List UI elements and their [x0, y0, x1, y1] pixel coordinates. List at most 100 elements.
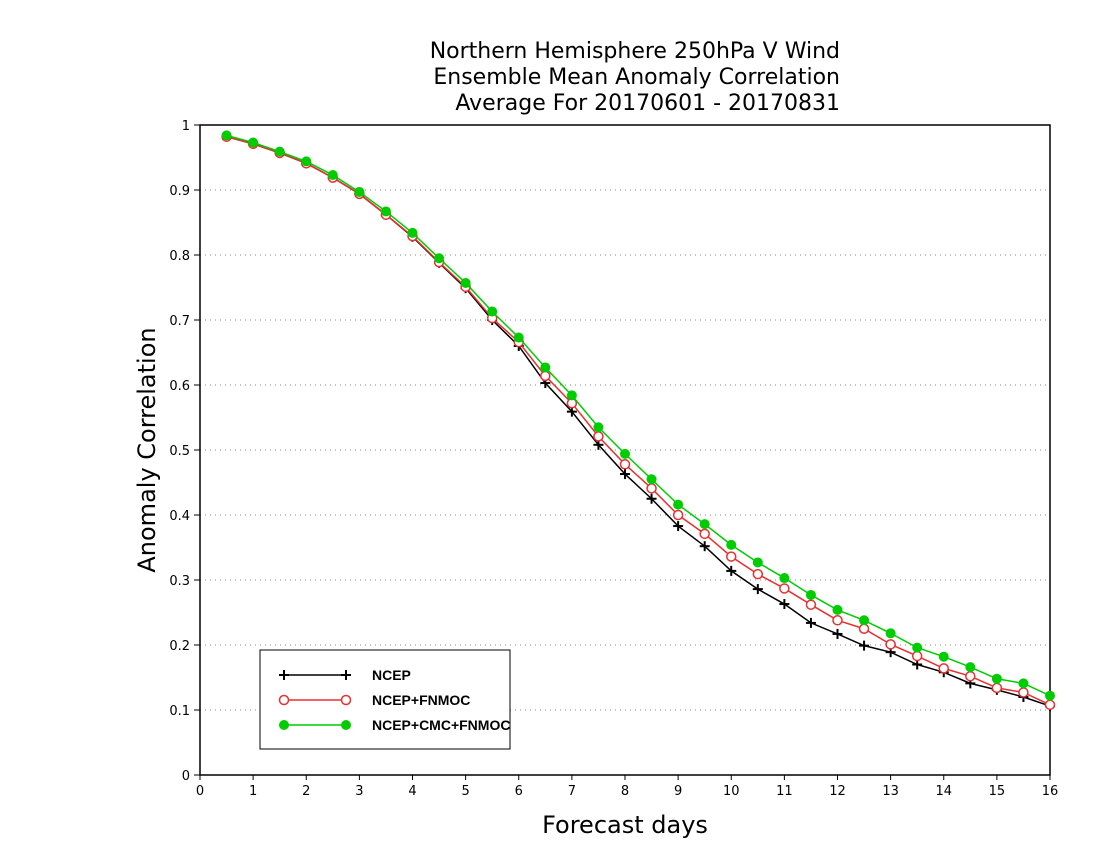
data-point: [460, 277, 471, 288]
x-tick-label: 7: [568, 784, 576, 799]
data-point: [620, 469, 630, 480]
data-point: [619, 459, 631, 470]
data-point: [779, 583, 790, 594]
data-point: [566, 390, 577, 401]
y-tick-label: 0.2: [169, 639, 190, 654]
y-tick-label: 0.3: [169, 574, 190, 589]
data-point: [779, 599, 790, 610]
data-point: [1018, 687, 1029, 698]
data-point: [327, 170, 338, 181]
x-tick-label: 6: [515, 784, 523, 799]
legend-label: NCEP+FNMOC: [372, 692, 470, 708]
x-tick-label: 14: [935, 784, 952, 799]
data-point: [991, 673, 1002, 684]
series-ncep-fnmoc: [221, 131, 1056, 711]
data-point: [859, 615, 870, 626]
y-tick-label: 0.4: [169, 509, 190, 524]
x-tick-label: 10: [723, 784, 740, 799]
data-point: [646, 474, 657, 485]
y-tick-label: 0.1: [169, 704, 190, 719]
y-tick-label: 1: [182, 119, 190, 134]
data-point: [965, 662, 976, 673]
data-point: [752, 584, 763, 595]
data-point: [726, 565, 737, 576]
data-point: [832, 628, 843, 639]
data-point: [407, 227, 418, 238]
data-point: [1018, 678, 1029, 689]
data-point: [248, 137, 259, 148]
y-tick-label: 0.8: [169, 249, 190, 264]
data-point: [380, 206, 391, 217]
legend-entry: NCEP+CMC+FNMOC: [279, 717, 510, 733]
x-tick-label: 11: [776, 784, 793, 799]
data-point: [646, 493, 657, 504]
series-line: [226, 134, 1051, 697]
title-line-2: Ensemble Mean Anomaly Correlation: [433, 65, 840, 90]
data-point: [991, 682, 1003, 694]
y-axis-title: Anomaly Correlation: [133, 327, 161, 572]
data-point: [858, 623, 870, 634]
legend-label: NCEP+CMC+FNMOC: [372, 717, 510, 733]
legend: NCEP NCEP+FNMOC NCEP+CMC+FNMOC: [259, 649, 511, 750]
legend-entry: NCEP+FNMOC: [278, 692, 470, 708]
data-point: [593, 431, 604, 442]
x-tick-label: 3: [355, 784, 363, 799]
data-point: [540, 362, 551, 373]
data-point: [513, 332, 524, 343]
data-point: [1044, 699, 1056, 711]
data-point: [911, 650, 923, 662]
data-point: [646, 483, 657, 494]
y-tick-label: 0: [182, 769, 190, 784]
legend-marker: [340, 694, 352, 706]
data-point: [779, 573, 790, 584]
y-tick-label: 0.5: [169, 444, 190, 459]
data-point: [620, 448, 630, 459]
data-point: [832, 604, 843, 615]
x-tick-label: 5: [461, 784, 469, 799]
legend-marker: [341, 720, 351, 730]
data-point: [938, 663, 949, 674]
data-point: [434, 253, 445, 264]
data-point: [859, 640, 870, 651]
chart-title: Northern Hemisphere 250hPa V Wind Ensemb…: [430, 39, 840, 116]
data-point: [699, 541, 710, 552]
data-point: [301, 156, 312, 167]
data-point: [699, 519, 710, 530]
data-point: [885, 628, 896, 639]
series-line: [226, 135, 1051, 706]
data-point: [672, 509, 684, 521]
data-point: [965, 670, 976, 682]
data-point: [540, 370, 551, 382]
y-tick-label: 0.9: [169, 184, 190, 199]
data-point: [726, 551, 737, 562]
data-point: [752, 568, 764, 580]
data-point: [752, 557, 763, 568]
data-point: [938, 651, 949, 662]
legend-marker: [341, 670, 351, 680]
legend-marker: [279, 670, 289, 680]
x-tick-label: 8: [621, 784, 629, 799]
data-point: [805, 589, 816, 600]
data-point: [726, 539, 737, 550]
legend-label: NCEP: [372, 667, 411, 683]
data-point: [805, 599, 817, 610]
data-point: [699, 528, 710, 540]
data-point: [673, 521, 684, 532]
data-point: [354, 186, 365, 197]
y-axis-ticks: 0 0.1 0.2 0.3 0.4 0.5 0.6 0.7 0.8 0.9 1: [169, 119, 200, 784]
data-point: [832, 615, 843, 626]
y-tick-label: 0.7: [169, 314, 190, 329]
data-point: [885, 639, 896, 650]
series-line: [226, 135, 1051, 707]
legend-marker: [278, 694, 290, 706]
data-point: [274, 146, 285, 157]
title-line-1: Northern Hemisphere 250hPa V Wind: [430, 39, 840, 64]
data-point: [805, 617, 816, 628]
data-point: [1045, 690, 1055, 701]
x-tick-label: 1: [249, 784, 257, 799]
data-point: [673, 499, 684, 510]
title-line-3: Average For 20170601 - 20170831: [455, 91, 840, 116]
series-ncep-cmc-fnmoc: [221, 130, 1055, 701]
data-point: [593, 422, 604, 433]
